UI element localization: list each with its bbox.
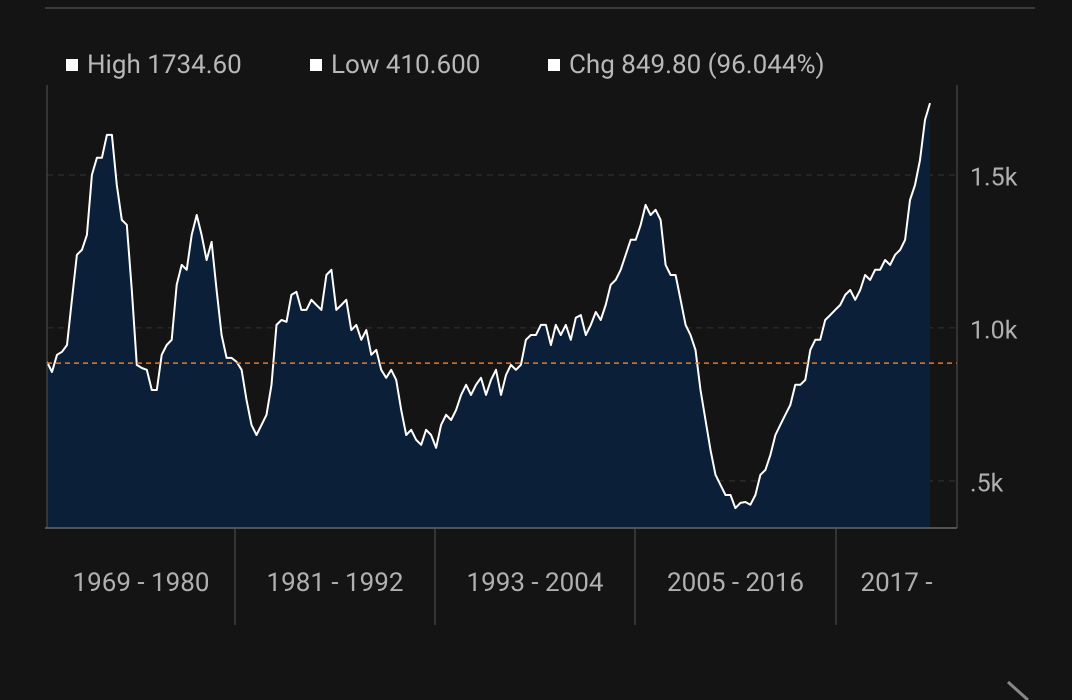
area xyxy=(47,103,930,528)
x-tick-label: 1969 - 1980 xyxy=(73,568,210,598)
legend-swatch xyxy=(66,59,78,71)
x-tick-label: 1993 - 2004 xyxy=(467,568,604,598)
x-tick-label: 2017 - xyxy=(860,568,932,598)
x-tick-label: 1981 - 1992 xyxy=(267,568,404,598)
legend: High 1734.60 Low 410.600 Chg 849.80 (96.04… xyxy=(66,50,825,80)
y-tick-label: 1.0k xyxy=(970,317,1018,346)
legend-label: Low 410.600 xyxy=(331,50,480,80)
line xyxy=(46,102,931,510)
legend-swatch xyxy=(548,59,560,71)
y-tick-label: 1.5k xyxy=(970,164,1018,193)
x-tick-label: 2005 - 2016 xyxy=(667,568,804,598)
legend-label: Chg 849.80 (96.044%) xyxy=(569,50,825,80)
legend-label: High 1734.60 xyxy=(87,50,242,80)
chevron[interactable] xyxy=(1006,680,1030,700)
y-tick-label: .5k xyxy=(970,469,1004,498)
legend-swatch xyxy=(310,59,322,71)
